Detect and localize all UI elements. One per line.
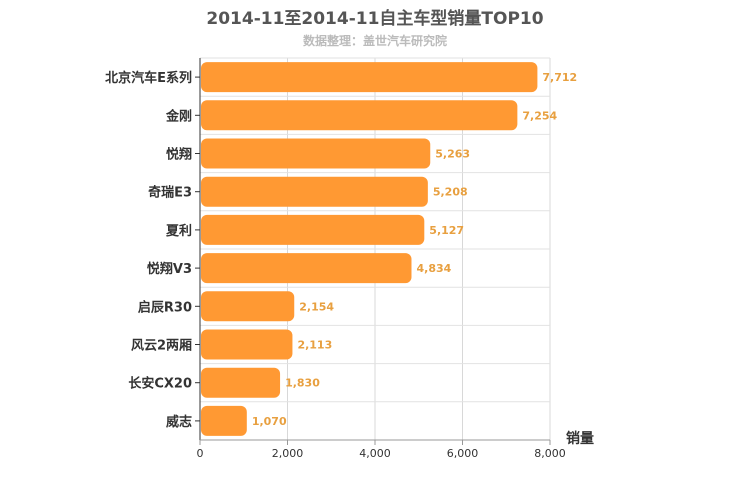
- x-tick-label: 4,000: [359, 447, 391, 460]
- category-label: 威志: [166, 414, 192, 430]
- x-axis-title: 销量: [566, 430, 594, 447]
- bar: [201, 214, 425, 245]
- x-tick-label: 6,000: [447, 447, 479, 460]
- bar: [201, 253, 412, 284]
- data-label: 7,712: [542, 71, 577, 84]
- bar: [201, 62, 538, 93]
- data-label: 1,070: [252, 415, 287, 428]
- bar: [201, 138, 431, 169]
- chart-subtitle: 数据整理：盖世汽车研究院: [302, 34, 447, 48]
- data-label: 1,830: [285, 377, 320, 390]
- data-label: 5,263: [435, 148, 470, 161]
- category-label: 奇瑞E3: [148, 185, 192, 201]
- data-label: 7,254: [522, 109, 557, 122]
- x-tick-label: 0: [197, 447, 204, 460]
- bar: [201, 367, 281, 398]
- bar: [201, 291, 295, 322]
- bar: [201, 329, 293, 360]
- bar: [201, 405, 247, 436]
- category-label: 悦翔V3: [147, 261, 192, 277]
- category-label: 长安CX20: [128, 376, 192, 392]
- category-label: 北京汽车E系列: [105, 70, 192, 86]
- x-tick-label: 2,000: [272, 447, 304, 460]
- data-label: 4,834: [416, 262, 451, 275]
- data-label: 2,113: [297, 339, 332, 352]
- bar: [201, 100, 518, 131]
- chart-title: 2014-11至2014-11自主车型销量TOP10: [206, 9, 544, 29]
- category-label: 夏利: [165, 223, 192, 239]
- category-label: 金刚: [165, 108, 192, 124]
- data-label: 2,154: [299, 300, 334, 313]
- x-tick-label: 8,000: [534, 447, 566, 460]
- category-label: 悦翔: [166, 147, 192, 163]
- bar: [201, 176, 428, 207]
- data-label: 5,208: [433, 186, 468, 199]
- category-label: 风云2两厢: [131, 339, 192, 354]
- data-label: 5,127: [429, 224, 464, 237]
- category-label: 启辰R30: [138, 299, 192, 315]
